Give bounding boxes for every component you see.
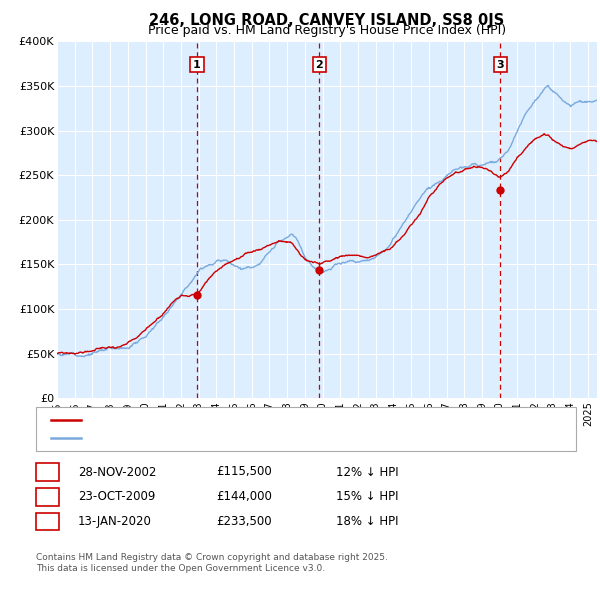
- Text: 28-NOV-2002: 28-NOV-2002: [78, 466, 157, 478]
- Text: £115,500: £115,500: [216, 466, 272, 478]
- Text: 3: 3: [44, 517, 51, 526]
- Text: 2: 2: [44, 492, 51, 502]
- Text: 246, LONG ROAD, CANVEY ISLAND, SS8 0JS: 246, LONG ROAD, CANVEY ISLAND, SS8 0JS: [149, 12, 505, 28]
- Text: Contains HM Land Registry data © Crown copyright and database right 2025.
This d: Contains HM Land Registry data © Crown c…: [36, 553, 388, 573]
- Text: HPI: Average price, semi-detached house, Castle Point: HPI: Average price, semi-detached house,…: [87, 433, 371, 443]
- Text: 12% ↓ HPI: 12% ↓ HPI: [336, 466, 398, 478]
- Text: 15% ↓ HPI: 15% ↓ HPI: [336, 490, 398, 503]
- Text: 2: 2: [316, 60, 323, 70]
- Text: 3: 3: [497, 60, 504, 70]
- Text: Price paid vs. HM Land Registry's House Price Index (HPI): Price paid vs. HM Land Registry's House …: [148, 24, 506, 37]
- Text: 1: 1: [193, 60, 201, 70]
- Text: 1: 1: [44, 467, 51, 477]
- Text: 246, LONG ROAD, CANVEY ISLAND, SS8 0JS (semi-detached house): 246, LONG ROAD, CANVEY ISLAND, SS8 0JS (…: [87, 415, 437, 425]
- Text: 13-JAN-2020: 13-JAN-2020: [78, 515, 152, 528]
- Text: £144,000: £144,000: [216, 490, 272, 503]
- Text: 18% ↓ HPI: 18% ↓ HPI: [336, 515, 398, 528]
- Text: £233,500: £233,500: [216, 515, 272, 528]
- Text: 23-OCT-2009: 23-OCT-2009: [78, 490, 155, 503]
